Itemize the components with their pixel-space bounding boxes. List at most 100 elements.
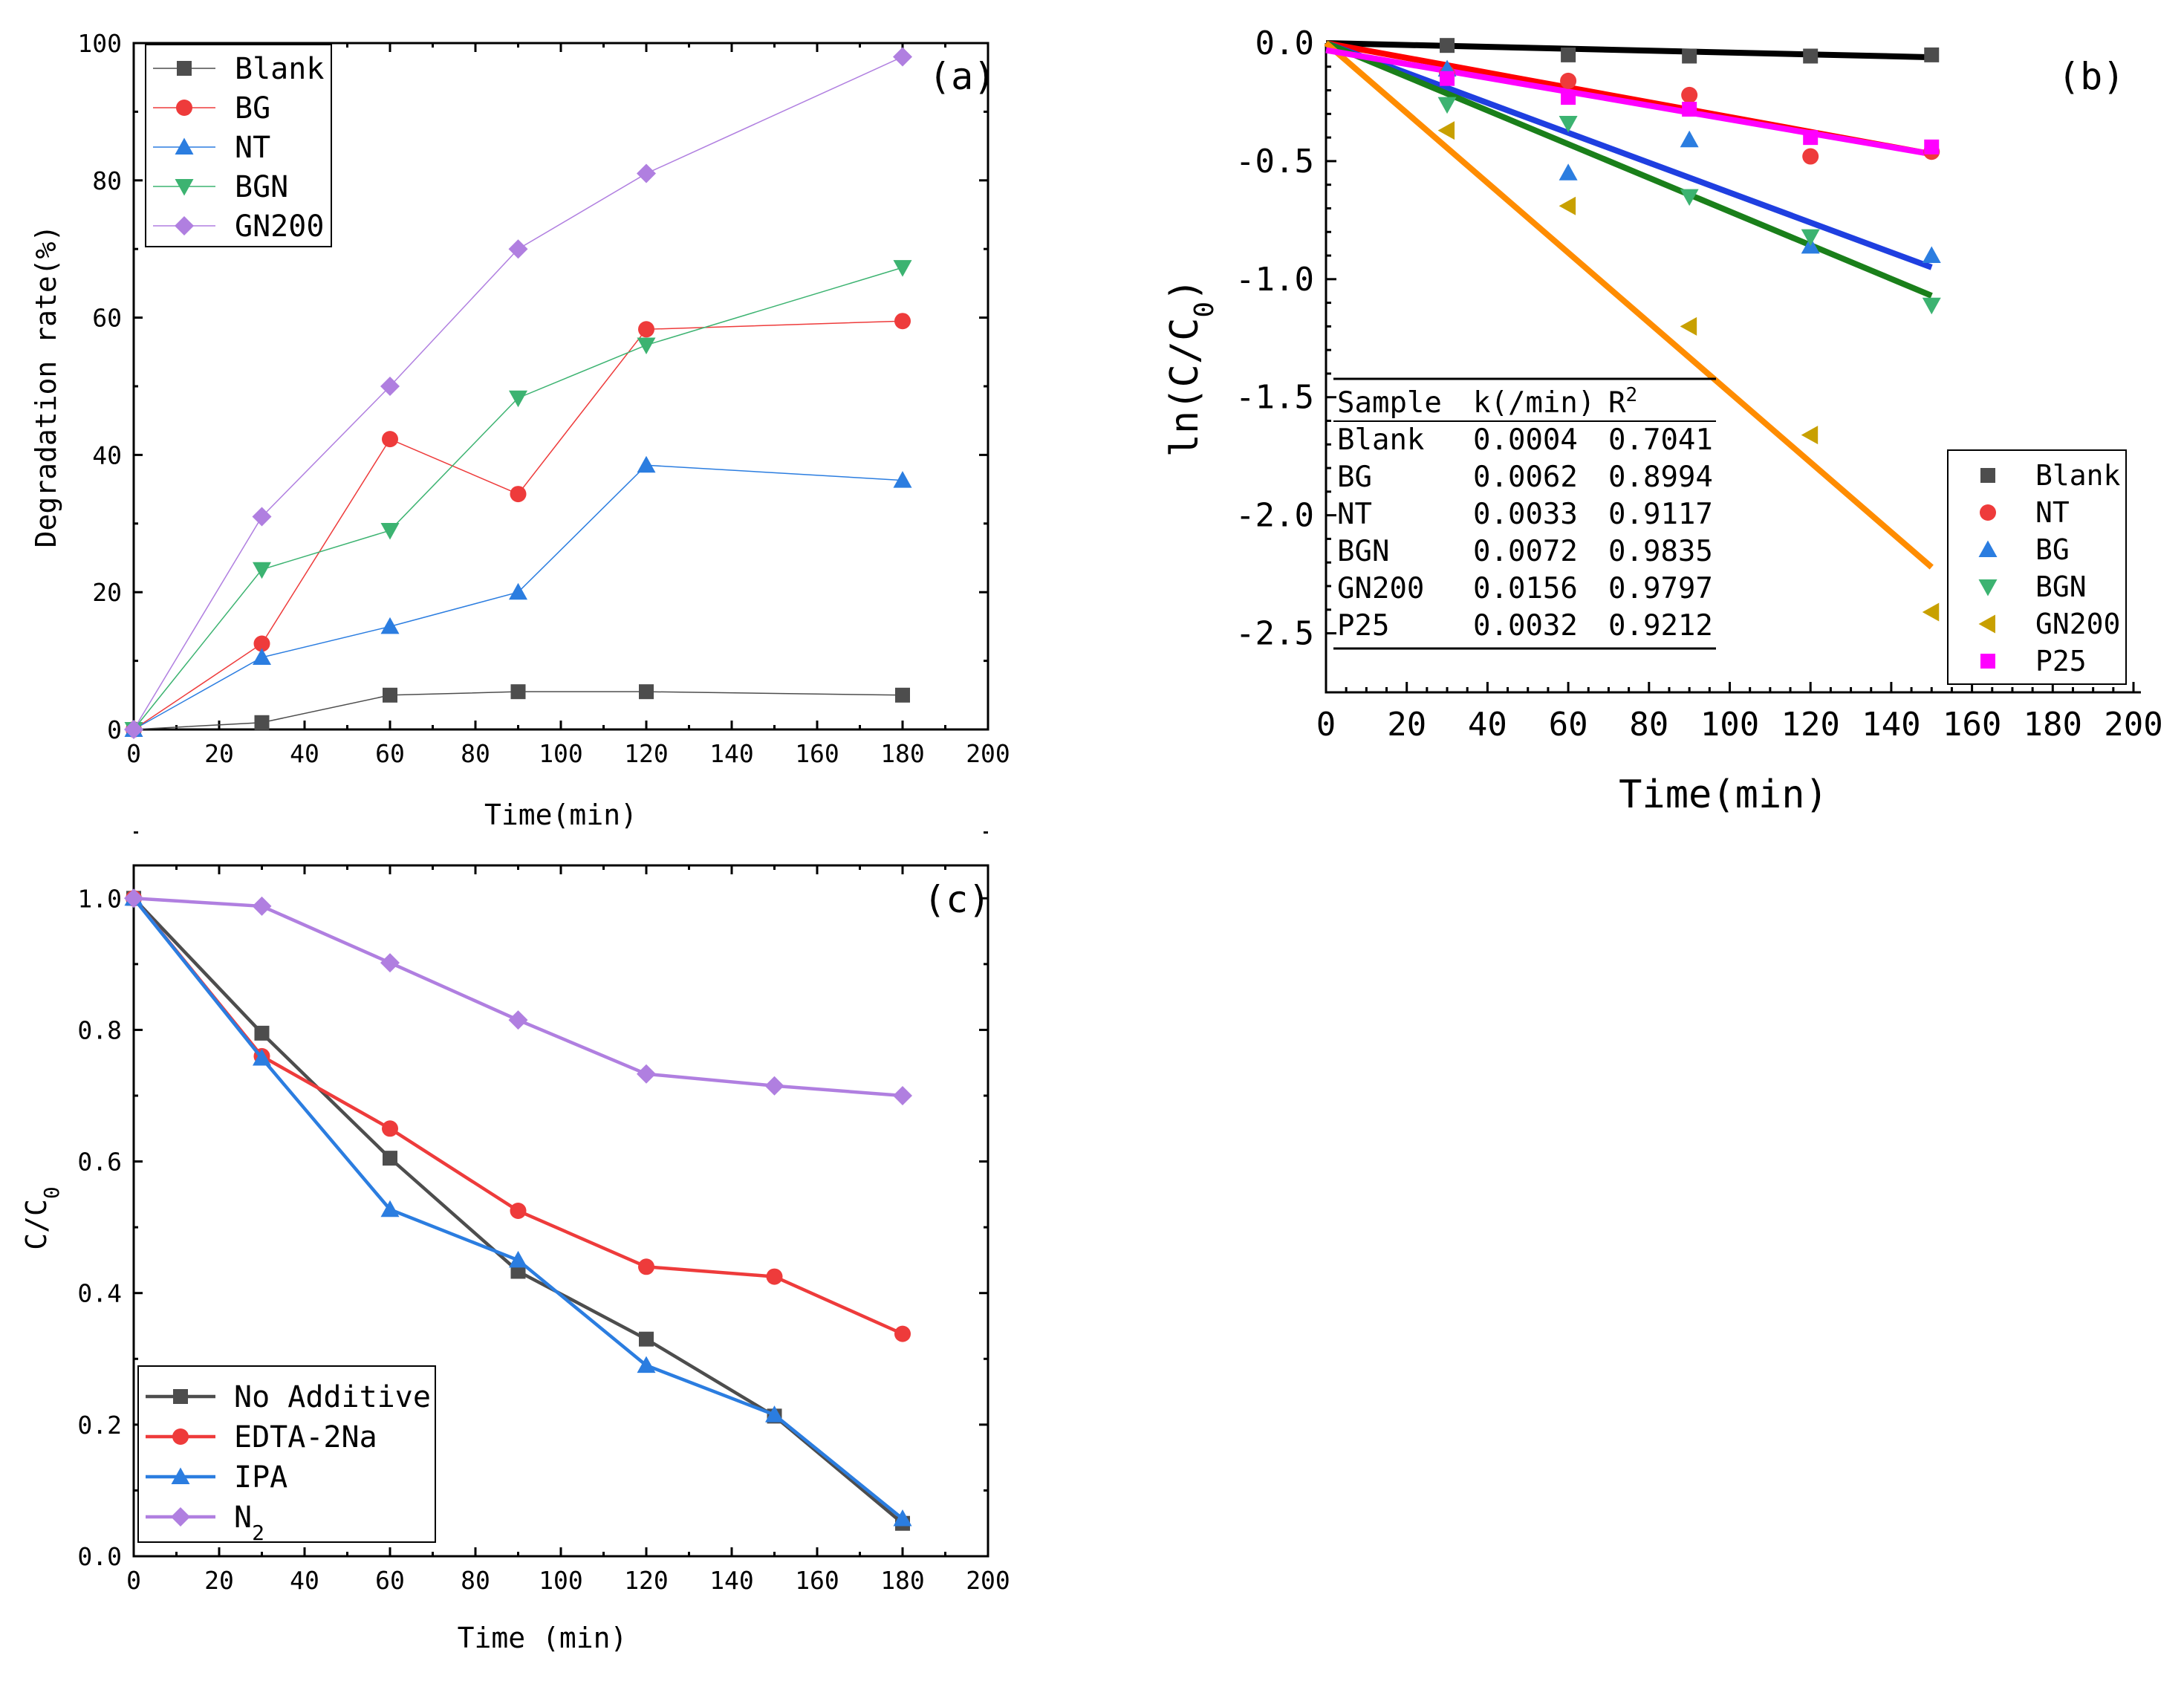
panel-c-xlabel: Time (min) — [458, 1622, 628, 1654]
b-point-nt — [1802, 148, 1819, 165]
b-point-p25 — [1924, 139, 1940, 155]
panel-b-legend-items: Blank NT BG BGN GN200 P25 — [1978, 459, 2121, 677]
a-legend-label-nt: NT — [235, 131, 270, 165]
b-xtick-label: 80 — [1629, 706, 1668, 744]
a-point-bg — [253, 635, 270, 652]
a-series-line-nt — [133, 464, 903, 730]
c-xtick-label: 140 — [709, 1566, 754, 1595]
panel-b-series — [1324, 38, 1941, 622]
c-point-no-additive — [383, 1151, 397, 1166]
b-point-blank — [1682, 48, 1697, 64]
c-point-ipa — [380, 1200, 400, 1218]
b-legend-marker-blank — [1980, 468, 1995, 483]
b-point-gn200 — [1559, 196, 1576, 215]
panel-b-ticks: 0 20 40 60 80 100 120 140 160 180 200 0.0 -0.5 -1.0 -1… — [1235, 25, 2163, 744]
b-point-p25 — [1561, 90, 1576, 105]
b-fit-line-gn200 — [1324, 40, 1934, 570]
b-fit-line-p25 — [1325, 47, 1932, 157]
b-xtick-label: 40 — [1468, 706, 1507, 744]
a-point-gn200 — [637, 163, 656, 183]
a-point-bgn — [637, 337, 656, 355]
b-legend-label-gn200: GN200 — [2035, 608, 2120, 640]
table-cell: BGN — [1337, 535, 1389, 568]
a-point-gn200 — [380, 377, 400, 396]
b-xtick-label: 160 — [1943, 706, 2001, 744]
b-fit-line-blank — [1325, 40, 1932, 61]
c-point-ipa — [509, 1250, 527, 1268]
b-xtick-label: 60 — [1549, 706, 1588, 744]
table-cell: 0.0072 — [1473, 535, 1578, 568]
c-xtick-label: 160 — [795, 1566, 839, 1595]
a-series-line-blank — [133, 691, 903, 730]
panel-a-ylabel: Degradation rate(%) — [30, 225, 62, 548]
b-xtick-label: 100 — [1700, 706, 1759, 744]
b-legend-label-bgn: BGN — [2035, 570, 2087, 603]
table-header-r2: R2 — [1608, 384, 1637, 420]
c-xtick-label: 100 — [539, 1566, 583, 1595]
panel-a-label: (a) — [929, 55, 995, 98]
b-point-gn200 — [1801, 426, 1819, 445]
a-point-nt — [637, 455, 656, 473]
b-ytick-label: 0.0 — [1255, 25, 1314, 62]
a-legend-label-bg: BG — [235, 91, 270, 126]
a-ytick-label: 20 — [92, 578, 122, 607]
a-ytick-label: 80 — [92, 166, 122, 195]
b-fit-line-bg — [1325, 40, 1933, 270]
panel-c-ticks: 0 20 40 60 80 100 120 140 160 180 200 0.0 0.2 0.4 0.6 0… — [77, 831, 1010, 1595]
a-series-line-bg — [133, 320, 903, 730]
a-xtick-label: 140 — [709, 739, 754, 768]
b-legend-label-blank: Blank — [2035, 459, 2121, 492]
a-point-blank — [639, 684, 654, 700]
table-cell: 0.7041 — [1608, 423, 1713, 457]
table-cell: 0.9797 — [1608, 572, 1713, 605]
a-point-bgn — [509, 390, 527, 408]
a-point-bg — [638, 321, 654, 338]
a-point-bgn — [893, 260, 912, 277]
table-cell: 0.0033 — [1473, 498, 1578, 531]
c-legend-label-edta-2na: EDTA-2Na — [234, 1420, 377, 1454]
b-point-blank — [1440, 38, 1455, 53]
b-point-bgn — [1437, 97, 1457, 114]
a-point-blank — [254, 715, 270, 730]
panel-c-label: (c) — [923, 878, 990, 921]
b-legend-marker-bgn — [1978, 579, 1998, 596]
c-point-n — [508, 1010, 528, 1030]
a-point-bg — [510, 486, 527, 503]
c-xtick-label: 0 — [126, 1566, 141, 1595]
panel-a-series — [124, 47, 912, 739]
panel-b-chart: 0 20 40 60 80 100 120 140 160 180 200 0.0 -0.5 -1.0 -1… — [1163, 25, 2163, 817]
c-point-n — [124, 888, 143, 908]
a-ytick-label: 100 — [77, 29, 122, 58]
b-point-bg — [1680, 130, 1699, 148]
c-point-no-additive — [254, 1025, 270, 1041]
table-cell: 0.9835 — [1608, 535, 1713, 568]
a-legend-marker-bg — [176, 100, 192, 116]
b-fit-line-bgn — [1325, 40, 1933, 299]
panel-a-xlabel: Time(min) — [484, 799, 637, 831]
a-xtick-label: 200 — [966, 739, 1010, 768]
table-rows: Blank 0.0004 0.7041 BG 0.0062 0.8994 NT 0.0033 0… — [1337, 423, 1713, 643]
b-legend-marker-bg — [1978, 540, 1998, 557]
b-legend-label-nt: NT — [2035, 496, 2070, 529]
a-legend-marker-bgn — [175, 179, 194, 196]
a-xtick-label: 180 — [880, 739, 925, 768]
a-legend-label-blank: Blank — [235, 52, 324, 86]
b-point-bgn — [1922, 297, 1941, 315]
table-cell: 0.0156 — [1473, 572, 1578, 605]
c-point-ipa — [637, 1356, 656, 1373]
a-point-blank — [895, 687, 910, 703]
a-point-gn200 — [508, 239, 528, 259]
table-cell: BG — [1337, 461, 1372, 494]
c-ytick-label: 0.8 — [77, 1015, 122, 1044]
a-point-nt — [380, 617, 400, 634]
c-ytick-label: 1.0 — [77, 884, 122, 913]
a-point-nt — [893, 471, 912, 488]
b-ytick-label: -1.0 — [1235, 261, 1314, 299]
b-xtick-label: 180 — [2024, 706, 2082, 744]
table-cell: 0.0004 — [1473, 423, 1578, 457]
c-point-no-additive — [639, 1331, 654, 1347]
b-legend-label-p25: P25 — [2035, 645, 2087, 677]
b-point-bgn — [1801, 229, 1820, 247]
a-series-line-bgn — [133, 267, 903, 730]
